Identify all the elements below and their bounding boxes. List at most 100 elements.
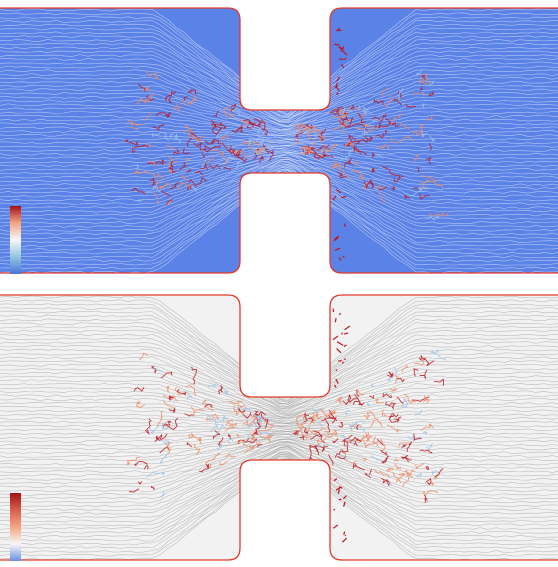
streamline (0, 122, 558, 139)
vortex-filament (381, 457, 388, 464)
streamline (0, 142, 558, 152)
vortex-filament (168, 160, 177, 174)
streamline (0, 447, 558, 515)
vortex-filament (294, 136, 301, 145)
vortex-filament (403, 393, 417, 404)
vortex-filament (267, 434, 274, 440)
vortex-filament (142, 94, 155, 104)
vortex-filament (420, 423, 435, 431)
streamline (0, 146, 558, 168)
vortex-filament (146, 159, 165, 166)
vortex-filament (160, 371, 173, 379)
vortex-filament (396, 472, 405, 484)
streamline (0, 118, 558, 137)
vortex-filament (366, 435, 373, 443)
vortex-filament (155, 112, 171, 117)
vortex-filament (240, 118, 249, 126)
vortex-filament (302, 128, 317, 138)
vortex-filament (387, 366, 398, 382)
vortex-filament (309, 421, 316, 426)
vortex-filament (320, 408, 329, 417)
streamline (0, 341, 558, 409)
vortex-filament (248, 438, 258, 444)
vortex-filament (352, 400, 363, 406)
vortex-filament (371, 152, 375, 158)
vortex-filament (375, 154, 384, 159)
vortex-filament (195, 170, 204, 176)
vortex-filament (222, 414, 228, 424)
streamline (0, 337, 558, 407)
vortex-filament (259, 155, 264, 164)
vortex-filament (350, 436, 362, 444)
streamline (0, 375, 558, 417)
vortex-filament (253, 125, 265, 134)
wall-shear-mark (333, 478, 338, 482)
vortex-filament (393, 387, 397, 392)
vortex-filament (162, 420, 172, 427)
vortex-filament (246, 125, 252, 129)
streamline (0, 427, 558, 432)
vortex-filament (307, 144, 327, 159)
vortex-filament (372, 117, 385, 122)
streamline (0, 156, 558, 206)
wall-shear-mark (333, 508, 336, 511)
wall-shear-mark (343, 344, 347, 348)
vortex-filament (316, 144, 330, 151)
vortex-filament (386, 467, 395, 473)
streamline (0, 448, 558, 519)
wall-shear-mark (333, 237, 339, 242)
streamline (0, 379, 558, 418)
vortex-filament (347, 140, 352, 147)
vortex-filament (159, 445, 170, 454)
vortex-filament (223, 106, 235, 117)
vortex-filament (173, 149, 180, 155)
vortex-filament (363, 472, 371, 479)
vortex-filament (378, 186, 387, 191)
vortex-filament (235, 162, 243, 170)
vortex-filament (384, 130, 387, 135)
vortex-filament (206, 406, 214, 412)
streamline (0, 150, 558, 183)
vortex-filament (353, 441, 358, 447)
vortex-filament (310, 434, 326, 444)
streamline (0, 429, 558, 439)
vortex-filament (393, 458, 399, 462)
vortex-filament (148, 424, 160, 435)
vortex-filament (203, 145, 221, 153)
vortex-filament (338, 421, 344, 428)
vortex-filament (362, 109, 372, 115)
vortex-filament (295, 413, 305, 424)
vortex-filament (381, 409, 388, 417)
vortex-filament (388, 412, 399, 418)
vortex-filament (388, 481, 392, 486)
vortex-filament (376, 438, 385, 447)
vortex-filament (215, 423, 226, 438)
vortex-filament (298, 125, 307, 132)
vortex-filament (189, 132, 206, 141)
vortex-filament (213, 430, 221, 440)
wall-shear-mark (342, 46, 345, 49)
streamline (0, 99, 558, 132)
vortex-filament (256, 421, 262, 427)
streamline (0, 151, 558, 187)
vortex-filament (301, 147, 310, 156)
vortex-filament (419, 449, 433, 454)
colorbar (10, 493, 21, 561)
vortex-filament (419, 79, 431, 86)
vortex-filament (160, 491, 165, 498)
vortex-filament (231, 126, 244, 134)
top-flow-panel (0, 0, 558, 280)
vortex-filament (131, 126, 138, 131)
wall-shear-mark (335, 378, 339, 384)
vortex-filament (402, 469, 416, 487)
vortex-filament (190, 406, 205, 415)
vortex-filament (340, 120, 343, 125)
streamline (0, 46, 558, 121)
vortex-filament (169, 181, 179, 190)
vortex-filament (257, 426, 272, 432)
vortex-filament (324, 428, 339, 435)
vortex-filament (375, 133, 385, 139)
vortex-filament (238, 124, 244, 133)
streamline (0, 42, 558, 118)
streamline (0, 158, 558, 220)
